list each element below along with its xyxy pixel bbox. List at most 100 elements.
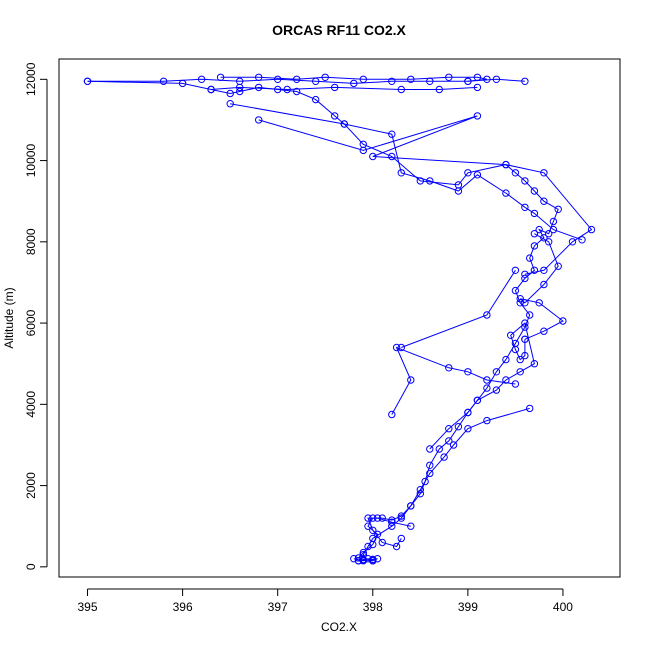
data-point	[483, 311, 491, 319]
data-point	[492, 75, 501, 84]
data-point	[283, 85, 291, 94]
series-line-3	[211, 86, 478, 91]
data-point	[516, 295, 524, 303]
data-point	[530, 242, 539, 250]
data-point	[516, 299, 524, 307]
data-point	[426, 469, 434, 478]
data-point	[236, 83, 244, 92]
x-tick-label: 399	[458, 600, 478, 614]
data-point	[359, 75, 367, 84]
data-point	[236, 87, 244, 96]
x-axis: 395 396 397 398 399 400	[78, 588, 573, 614]
data-point	[587, 225, 596, 234]
data-point	[369, 152, 377, 161]
data-point	[354, 557, 363, 565]
data-point	[369, 555, 377, 564]
data-point	[526, 404, 534, 413]
data-point	[554, 262, 562, 270]
data-point	[464, 169, 472, 177]
series-line-5	[258, 115, 593, 275]
chart-title: ORCAS RF11 CO2.X	[272, 22, 406, 38]
data-point	[378, 538, 386, 547]
data-point	[559, 317, 567, 325]
data-point	[293, 87, 301, 96]
data-point	[521, 335, 529, 343]
data-point	[454, 423, 463, 431]
data-point	[464, 77, 472, 86]
data-point	[445, 437, 453, 445]
data-point	[540, 169, 548, 177]
data-point	[464, 408, 472, 417]
data-point	[312, 95, 320, 104]
x-tick-label: 397	[268, 600, 288, 614]
y-tick-label: 6000	[24, 309, 38, 336]
data-point	[364, 514, 372, 522]
x-tick-label: 398	[363, 600, 383, 614]
series-line-9	[391, 346, 516, 415]
data-point	[521, 274, 529, 283]
data-point	[511, 380, 520, 388]
data-point	[516, 355, 524, 364]
series-line-11	[367, 517, 411, 548]
data-point	[226, 100, 234, 108]
series-line-7	[429, 322, 535, 450]
data-point	[535, 225, 543, 234]
data-point	[502, 160, 510, 169]
data-point	[516, 368, 524, 376]
data-point	[388, 77, 396, 86]
data-point	[464, 368, 472, 376]
data-point	[549, 225, 558, 234]
series-line-10	[358, 407, 530, 562]
data-point	[530, 360, 539, 368]
data-point	[421, 477, 429, 486]
data-point	[373, 514, 382, 522]
data-point	[397, 169, 405, 177]
data-point	[359, 556, 367, 564]
data-point	[407, 502, 415, 510]
data-point	[578, 236, 586, 244]
data-point	[526, 311, 534, 319]
data-point	[255, 73, 263, 82]
data-point	[568, 238, 577, 246]
data-point	[255, 83, 263, 92]
data-point	[388, 518, 396, 526]
data-point	[521, 177, 529, 185]
data-point	[483, 384, 491, 392]
data-point	[369, 526, 377, 534]
x-axis-label: CO2.X	[321, 620, 357, 634]
data-point	[207, 85, 215, 94]
data-point	[473, 73, 482, 82]
data-point	[340, 120, 348, 128]
y-axis-label: Altitude (m)	[2, 287, 16, 348]
data-point	[545, 230, 553, 238]
data-point	[521, 351, 529, 360]
data-point	[426, 177, 434, 185]
data-point	[369, 534, 377, 543]
y-axis: 0 2000 4000 6000 8000 10000 12000	[24, 62, 48, 570]
data-point	[521, 77, 529, 86]
data-point	[511, 345, 520, 354]
y-tick-label: 4000	[24, 391, 38, 418]
data-point	[373, 530, 382, 538]
data-point	[483, 75, 491, 84]
data-point	[350, 555, 358, 563]
data-point	[511, 286, 520, 295]
data-point	[197, 75, 206, 84]
data-point	[426, 445, 434, 453]
y-tick-label: 2000	[24, 472, 38, 499]
data-point	[388, 522, 396, 530]
x-tick-label: 395	[78, 600, 98, 614]
data-point	[473, 83, 482, 92]
data-point	[521, 299, 529, 307]
data-point	[473, 171, 482, 179]
data-point	[435, 445, 443, 453]
data-point	[483, 416, 491, 425]
data-point	[445, 425, 453, 433]
data-point	[407, 376, 415, 384]
data-point	[388, 130, 396, 138]
x-tick-label: 400	[553, 600, 573, 614]
data-point	[397, 343, 405, 352]
data-point	[549, 217, 558, 226]
y-tick-label: 0	[24, 563, 38, 570]
data-point	[530, 266, 539, 274]
